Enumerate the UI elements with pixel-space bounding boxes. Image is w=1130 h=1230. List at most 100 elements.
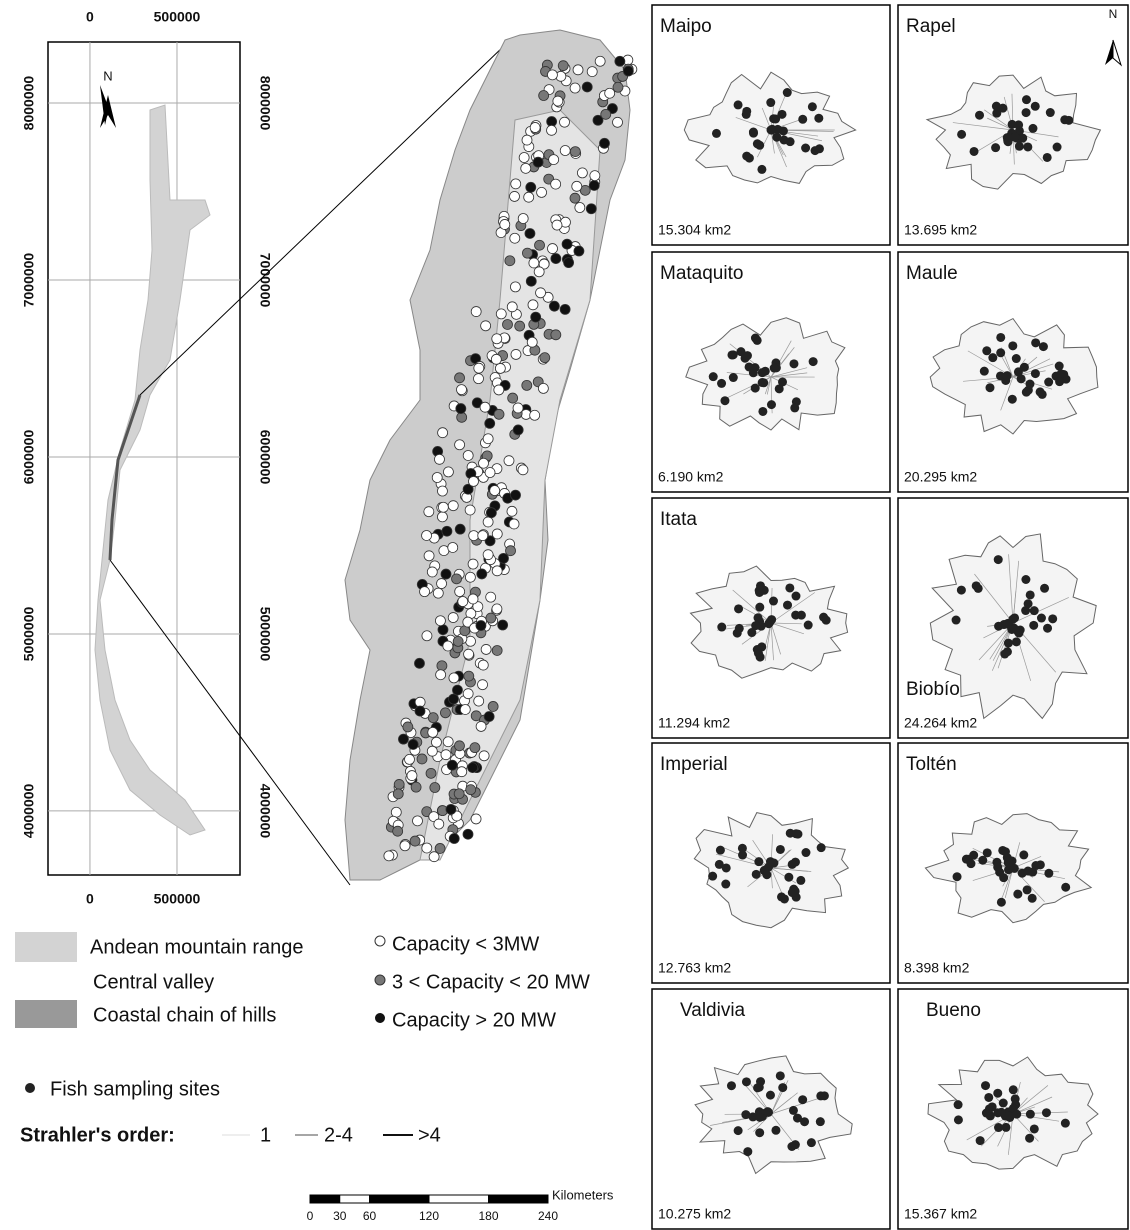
sampling-site xyxy=(1040,584,1049,593)
plant xyxy=(528,300,538,310)
plant xyxy=(463,450,473,460)
plant xyxy=(549,155,559,165)
sampling-site xyxy=(717,379,726,388)
sampling-site xyxy=(992,109,1001,118)
plant xyxy=(403,722,413,732)
plant xyxy=(430,783,440,793)
sampling-site xyxy=(784,873,793,882)
plant xyxy=(573,65,583,75)
plant xyxy=(553,96,563,106)
basin-area: 11.294 km2 xyxy=(658,715,730,731)
sampling-site xyxy=(1009,1085,1018,1094)
sampling-site xyxy=(727,1081,736,1090)
x-tick-label: 0 xyxy=(86,9,94,25)
basin-name: Maipo xyxy=(660,16,712,37)
sampling-site xyxy=(822,616,831,625)
legend-label: 3 < Capacity < 20 MW xyxy=(392,971,590,993)
plant xyxy=(441,569,451,579)
scale-unit: Kilometers xyxy=(552,1187,614,1202)
plant xyxy=(394,779,404,789)
plant xyxy=(437,486,447,496)
plant xyxy=(483,550,493,560)
plant xyxy=(457,385,467,395)
sampling-site xyxy=(753,336,762,345)
basin-name: Mataquito xyxy=(660,263,743,284)
sampling-site xyxy=(722,863,731,872)
plant xyxy=(485,468,495,478)
basin-name: Itata xyxy=(660,509,697,530)
plant xyxy=(435,616,445,626)
plant xyxy=(492,334,502,344)
plant xyxy=(507,506,517,516)
sampling-site xyxy=(736,347,745,356)
plant xyxy=(530,122,540,132)
plant xyxy=(560,304,570,314)
sampling-site xyxy=(1053,143,1062,152)
plant xyxy=(495,363,505,373)
sampling-site xyxy=(775,384,784,393)
sampling-site xyxy=(749,128,758,137)
sampling-site xyxy=(1022,95,1031,104)
sampling-site xyxy=(1039,342,1048,351)
scale-label: 60 xyxy=(363,1209,377,1223)
sampling-site xyxy=(1055,377,1064,386)
sampling-site xyxy=(1011,1094,1020,1103)
sampling-site xyxy=(755,141,764,150)
sampling-site xyxy=(767,400,776,409)
sampling-site xyxy=(816,1117,825,1126)
plant xyxy=(477,569,487,579)
plant xyxy=(490,486,500,496)
north-label: N xyxy=(103,68,112,83)
sampling-site xyxy=(1044,378,1053,387)
plant xyxy=(471,307,481,317)
sampling-site xyxy=(1030,1124,1039,1133)
basin-area: 24.264 km2 xyxy=(904,715,977,731)
plant xyxy=(513,403,523,413)
plant xyxy=(441,750,451,760)
sampling-site xyxy=(1003,371,1012,380)
plant xyxy=(496,309,506,319)
sampling-site xyxy=(983,848,992,857)
plant xyxy=(586,204,596,214)
plant xyxy=(481,321,491,331)
legend-swatch xyxy=(15,1000,77,1028)
sampling-site xyxy=(789,1106,798,1115)
sampling-site xyxy=(757,165,766,174)
plant xyxy=(427,567,437,577)
sampling-site xyxy=(721,880,730,889)
legend-title: Strahler's order: xyxy=(20,1124,175,1146)
plant xyxy=(408,739,418,749)
sampling-site xyxy=(1004,639,1013,648)
sampling-site xyxy=(708,872,717,881)
sampling-site xyxy=(994,555,1003,564)
plant xyxy=(558,61,568,71)
plant xyxy=(570,193,580,203)
sampling-site xyxy=(783,601,792,610)
sampling-site xyxy=(1025,379,1034,388)
x-tick-label: 500000 xyxy=(154,9,201,25)
x-tick-label: 500000 xyxy=(154,891,201,907)
plant xyxy=(577,168,587,178)
sampling-site xyxy=(988,1102,997,1111)
plant xyxy=(590,171,600,181)
plant xyxy=(443,737,453,747)
plant xyxy=(410,836,420,846)
sampling-site xyxy=(796,876,805,885)
sampling-site xyxy=(788,860,797,869)
plant xyxy=(534,267,544,277)
basin-area: 20.295 km2 xyxy=(904,469,977,485)
plant xyxy=(446,804,456,814)
sampling-site xyxy=(1055,362,1064,371)
sampling-site xyxy=(754,857,763,866)
plant xyxy=(420,587,430,597)
plant xyxy=(455,524,465,534)
plant xyxy=(500,219,510,229)
sampling-site xyxy=(1057,369,1066,378)
sampling-site xyxy=(792,829,801,838)
y-tick-label: 7000000 xyxy=(21,253,37,308)
basin-area: 8.398 km2 xyxy=(904,960,970,976)
plant xyxy=(522,380,532,390)
sampling-site xyxy=(766,1091,775,1100)
sampling-site xyxy=(1021,606,1030,615)
y-tick-label: 4000000 xyxy=(257,784,273,839)
